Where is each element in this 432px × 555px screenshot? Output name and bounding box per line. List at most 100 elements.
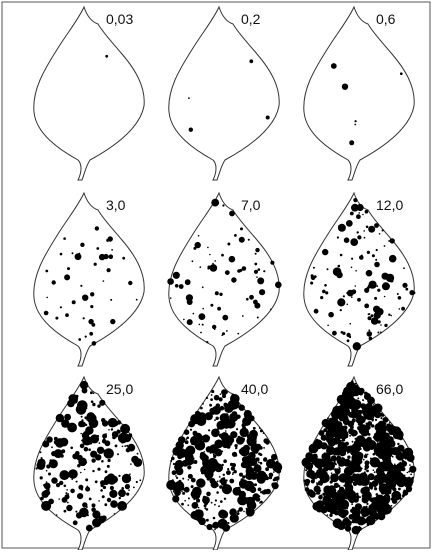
lesion-dot xyxy=(384,446,387,449)
lesion-dot xyxy=(77,400,88,411)
lesion-dot xyxy=(399,308,401,310)
lesion-dot xyxy=(351,204,359,212)
lesion-dot xyxy=(181,472,183,474)
lesion-dot xyxy=(369,498,373,502)
lesion-dot xyxy=(367,523,370,526)
lesion-dot xyxy=(257,317,259,319)
lesion-dot xyxy=(345,442,349,446)
lesion-dot xyxy=(303,480,305,482)
lesion-dot xyxy=(337,236,339,238)
lesion-dot xyxy=(124,445,126,447)
lesion-dot xyxy=(316,439,319,442)
lesion-dot xyxy=(374,262,380,268)
lesion-dot xyxy=(214,504,216,506)
lesion-dot xyxy=(105,470,108,473)
lesion-dot xyxy=(339,450,341,452)
lesion-dot xyxy=(212,406,221,415)
lesion-dot xyxy=(258,268,261,271)
lesion-dot xyxy=(105,423,107,425)
lesion-dot xyxy=(356,495,358,497)
lesion-dot xyxy=(193,460,197,464)
lesion-dot xyxy=(351,492,354,495)
lesion-dot xyxy=(206,397,208,399)
lesion-dot xyxy=(353,342,361,350)
lesion-dot xyxy=(202,435,210,443)
lesion-dot xyxy=(79,253,81,255)
lesion-dot xyxy=(343,295,345,297)
lesion-dot xyxy=(94,426,96,428)
lesion-dot xyxy=(225,413,228,416)
lesion-dot xyxy=(41,457,43,459)
lesion-dot xyxy=(69,472,71,474)
lesion-dot xyxy=(214,260,216,262)
lesion-dot xyxy=(82,388,88,394)
lesion-dot xyxy=(366,226,369,229)
lesion-dot xyxy=(218,505,220,507)
lesion-dot xyxy=(321,442,328,449)
lesion-dot xyxy=(91,458,95,462)
lesion-dot xyxy=(372,254,375,257)
lesion-dot xyxy=(89,498,92,501)
lesion-dot xyxy=(47,312,49,314)
lesion-dot xyxy=(110,486,114,490)
lesion-dot xyxy=(362,399,364,401)
lesion-dot xyxy=(102,495,105,498)
lesion-dot xyxy=(315,486,317,488)
lesion-dot xyxy=(87,514,89,516)
lesion-dot xyxy=(329,514,332,517)
lesion-dot xyxy=(193,498,195,500)
lesion-dot xyxy=(221,254,224,257)
lesion-dot xyxy=(342,459,346,463)
severity-label: 3,0 xyxy=(106,197,126,213)
lesion-dot xyxy=(343,452,345,454)
lesion-dot xyxy=(181,503,184,506)
lesion-dot xyxy=(237,269,241,273)
lesion-dot xyxy=(358,388,364,394)
lesion-dot xyxy=(232,411,238,417)
severity-label: 0,03 xyxy=(106,11,133,27)
lesion-dot xyxy=(49,462,51,464)
lesion-dot xyxy=(380,425,385,430)
lesion-dot xyxy=(198,483,201,486)
lesion-dot xyxy=(243,434,245,436)
lesion-dot xyxy=(331,498,336,503)
lesion-dot xyxy=(109,490,117,498)
lesion-dot xyxy=(84,416,87,419)
lesion-dot xyxy=(313,267,315,269)
lesion-dot xyxy=(222,524,230,532)
lesion-dot xyxy=(380,324,382,326)
lesion-dot xyxy=(214,419,216,421)
lesion-dot xyxy=(276,476,280,480)
lesion-dot xyxy=(369,397,372,400)
lesion-dot xyxy=(209,478,215,484)
lesion-dot xyxy=(338,265,341,268)
lesion-dot xyxy=(373,469,375,471)
lesion-dot xyxy=(238,437,244,443)
lesion-dot xyxy=(175,284,179,288)
lesion-dot xyxy=(136,481,138,483)
lesion-dot xyxy=(210,304,213,307)
lesion-dot xyxy=(208,429,210,431)
lesion-dot xyxy=(409,464,411,466)
lesion-dot xyxy=(91,413,93,415)
lesion-dot xyxy=(196,416,206,426)
lesion-dot xyxy=(212,469,214,471)
lesion-dot xyxy=(172,470,177,475)
lesion-dot xyxy=(263,458,267,462)
lesion-dot xyxy=(390,238,395,243)
lesion-dot xyxy=(202,483,204,485)
lesion-dot xyxy=(382,455,385,458)
lesion-dot xyxy=(214,440,223,449)
lesion-dot xyxy=(326,461,335,470)
lesion-dot xyxy=(350,429,352,431)
lesion-dot xyxy=(238,487,241,490)
lesion-dot xyxy=(387,419,389,421)
lesion-dot xyxy=(259,289,265,295)
lesion-dot xyxy=(242,426,246,430)
lesion-dot xyxy=(402,450,405,453)
lesion-dot xyxy=(364,288,369,293)
lesion-dot xyxy=(44,490,48,494)
lesion-dot xyxy=(389,426,392,429)
lesion-dot xyxy=(80,444,85,449)
lesion-dot xyxy=(336,272,343,279)
